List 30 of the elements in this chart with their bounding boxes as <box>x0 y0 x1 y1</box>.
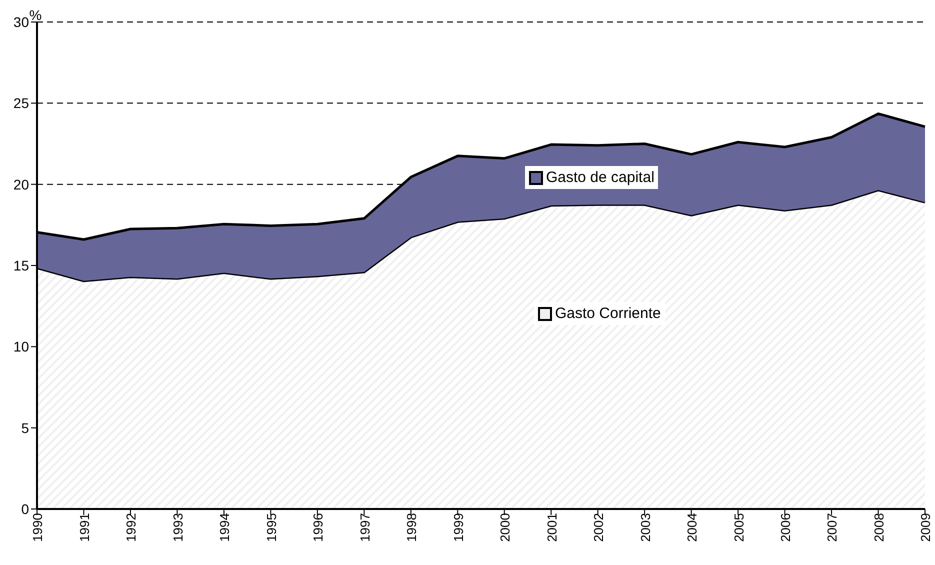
y-tick-label: 0 <box>21 500 30 517</box>
y-tick-label: 25 <box>13 95 30 112</box>
x-tick-label: 2006 <box>778 513 794 542</box>
x-tick-label: 2001 <box>544 513 560 542</box>
x-tick-label: 1992 <box>124 513 139 542</box>
y-tick-label: 30 <box>13 14 30 30</box>
x-tick-label: 2000 <box>498 513 513 542</box>
x-tick-label: 2009 <box>918 513 934 542</box>
x-tick-label: 1993 <box>170 513 186 542</box>
x-tick-label: 1996 <box>310 513 326 542</box>
x-tick-label: 1994 <box>217 513 232 542</box>
y-tick-label: 15 <box>13 257 30 274</box>
x-tick-label: 1997 <box>357 513 372 542</box>
x-tick-label: 2007 <box>824 513 840 542</box>
x-tick-label: 1990 <box>30 513 46 542</box>
y-tick-label: 5 <box>21 420 30 436</box>
y-tick-label: 20 <box>13 176 30 192</box>
x-tick-label: 1995 <box>264 513 279 542</box>
x-tick-label: 2002 <box>591 513 606 542</box>
x-tick-label: 2008 <box>871 513 886 542</box>
legend-label: Gasto Corriente <box>555 305 661 322</box>
x-tick-label: 1998 <box>404 513 420 542</box>
x-tick-label: 1999 <box>450 513 466 542</box>
x-tick-label: 2003 <box>638 513 653 542</box>
x-tick-label: 2005 <box>731 513 746 542</box>
y-tick-label: 10 <box>13 338 30 355</box>
y-axis-title: % <box>29 7 42 23</box>
x-tick-label: 1991 <box>76 513 92 542</box>
x-tick-label: 2004 <box>684 513 700 542</box>
legend-label: Gasto de capital <box>546 169 654 186</box>
